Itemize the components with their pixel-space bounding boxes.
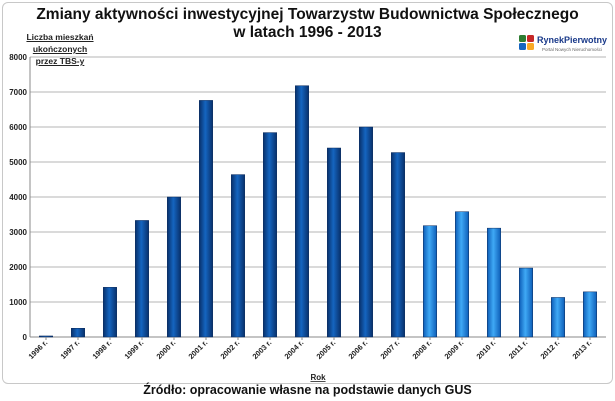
y-tick-label: 2000 [9, 263, 27, 272]
bar-1999 [135, 220, 149, 338]
x-tick-label: 2005 r. [315, 338, 338, 361]
x-tick-label: 2004 r. [283, 338, 306, 361]
x-tick-label: 2008 r. [411, 338, 434, 361]
logo-name: RynekPierwotny [537, 35, 608, 45]
y-axis-label-line2: przez TBS-y [35, 56, 85, 66]
bar-2003 [263, 132, 277, 338]
x-tick-label: 1999 r. [123, 338, 146, 361]
x-tick-label: 2012 r. [539, 338, 562, 361]
x-tick-label: 2013 r. [571, 338, 594, 361]
logo-square-2 [527, 35, 534, 42]
x-tick-label: 2006 r. [347, 338, 370, 361]
bar-2004 [295, 85, 309, 338]
logo-emblem-icon [519, 35, 534, 50]
bar-2001 [199, 100, 213, 338]
x-tick-label: 2001 r. [187, 338, 210, 361]
chart-title-line1: Zmiany aktywności inwestycyjnej Towarzys… [36, 6, 579, 23]
bar-2010 [487, 227, 501, 338]
x-tick-label: 2009 r. [443, 338, 466, 361]
logo-subtitle: Portal Nowych Nieruchomości [542, 47, 603, 52]
x-axis-label: Rok [310, 373, 326, 382]
x-tick-label: 2003 r. [251, 338, 274, 361]
y-tick-label: 7000 [9, 88, 27, 97]
bar-2008 [423, 225, 437, 338]
bar-2007 [391, 152, 405, 338]
x-tick-label: 2000 r. [155, 338, 178, 361]
y-axis-label: Liczba mieszkań ukończonych przez TBS-y [4, 31, 116, 67]
bar-2005 [327, 147, 341, 338]
bar-1996 [39, 335, 53, 338]
logo-square-1 [519, 35, 526, 42]
y-axis-label-line1: Liczba mieszkań ukończonych [26, 32, 94, 54]
x-tick-label: 1998 r. [91, 338, 114, 361]
logo-square-3 [519, 43, 526, 50]
bar-2002 [231, 174, 245, 338]
rynekpierwotny-logo: RynekPierwotny Portal Nowych Nieruchomoś… [518, 32, 610, 56]
chart-title-line2: w latach 1996 - 2013 [233, 24, 382, 41]
bar-2009 [455, 211, 469, 338]
x-tick-label: 2010 r. [475, 338, 498, 361]
y-tick-label: 4000 [9, 193, 27, 202]
y-tick-label: 5000 [9, 158, 27, 167]
bar-2006 [359, 126, 373, 338]
bar-2011 [519, 267, 533, 338]
source-note: Źródło: opracowanie własne na podstawie … [143, 383, 472, 397]
bar-1998 [103, 287, 117, 338]
logo-square-4 [527, 43, 534, 50]
x-tick-label: 2007 r. [379, 338, 402, 361]
x-tick-label: 1997 r. [59, 338, 82, 361]
x-tick-label: 2011 r. [507, 338, 530, 361]
bar-1997 [71, 328, 85, 338]
bar-2012 [551, 297, 565, 338]
y-tick-label: 6000 [9, 123, 27, 132]
x-tick-label: 2002 r. [219, 338, 242, 361]
y-tick-label: 1000 [9, 298, 27, 307]
x-tick-label: 1996 r. [27, 338, 50, 361]
y-tick-label: 8000 [9, 53, 27, 62]
y-tick-label: 3000 [9, 228, 27, 237]
y-tick-label: 0 [23, 333, 28, 342]
bar-2013 [583, 291, 597, 338]
bar-2000 [167, 196, 181, 338]
